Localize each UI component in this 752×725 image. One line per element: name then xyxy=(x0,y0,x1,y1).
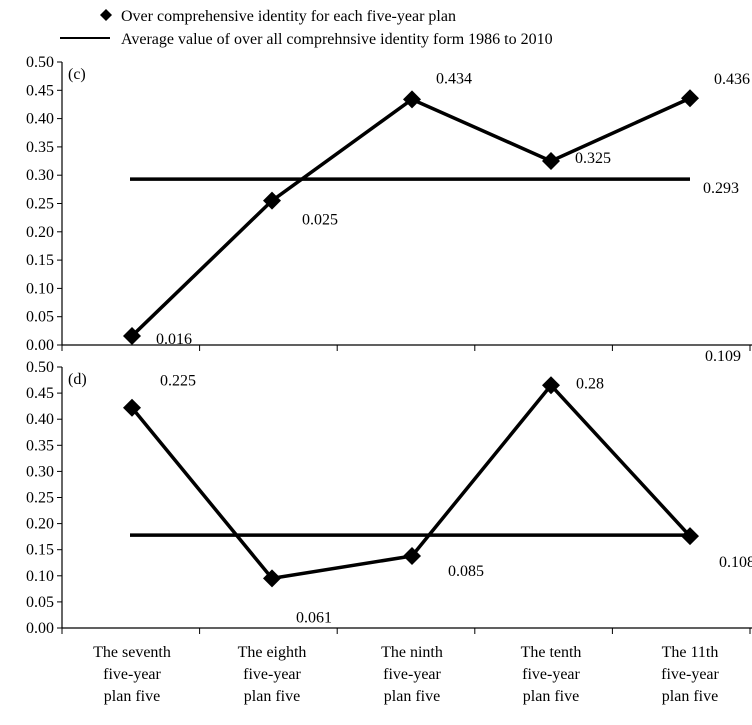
y-tick-label: 0.25 xyxy=(26,490,54,507)
x-category-label-line: plan five xyxy=(104,688,160,705)
x-category-label: The eighth five-year plan five xyxy=(238,644,307,705)
y-tick-label: 0.20 xyxy=(26,224,54,241)
data-point-marker xyxy=(403,546,421,565)
x-category-label-line: plan five xyxy=(662,688,718,705)
x-category-label: The ninth five-year plan five xyxy=(381,644,443,705)
data-label: 0.436 xyxy=(714,71,750,88)
data-label: 0.085 xyxy=(448,563,484,580)
legend-average-label: Average value of over all comprehnsive i… xyxy=(121,31,553,48)
data-point-marker xyxy=(542,376,560,395)
x-category-label-line: The seventh xyxy=(93,644,171,661)
x-category-label-line: five-year xyxy=(383,666,441,683)
data-point-marker xyxy=(263,569,281,588)
data-label: 0.025 xyxy=(302,212,338,229)
data-label: 0.061 xyxy=(296,609,332,626)
y-tick-label: 0.05 xyxy=(26,309,54,326)
x-category-label-line: plan five xyxy=(523,688,579,705)
y-tick-label: 0.15 xyxy=(26,252,54,269)
x-category-label-line: five-year xyxy=(243,666,301,683)
legend: Over comprehensive identity for each fiv… xyxy=(60,8,553,48)
chart-panel-c: 0.00 0.05 0.10 0.15 0.20 0.25 0.30 0.35 0.40 0.45… xyxy=(26,54,752,354)
y-tick-label: 0.00 xyxy=(26,620,54,637)
y-tick-label: 0.05 xyxy=(26,594,54,611)
series-line xyxy=(130,96,691,338)
y-tick-label: 0.50 xyxy=(26,359,54,376)
x-category-label: The tenth five-year plan five xyxy=(521,644,582,705)
y-tick-label: 0.45 xyxy=(26,82,54,99)
y-tick-label: 0.15 xyxy=(26,542,54,559)
x-category-label-line: The tenth xyxy=(521,644,582,661)
data-point-marker xyxy=(681,527,699,546)
data-label: 0.434 xyxy=(436,70,472,87)
x-category-label: The 11th five-year plan five xyxy=(661,644,719,705)
data-label: 0.28 xyxy=(576,375,604,392)
x-category-label-line: The ninth xyxy=(381,644,443,661)
data-point-marker xyxy=(681,89,699,108)
data-point-marker xyxy=(403,90,421,109)
data-point-marker xyxy=(263,191,281,210)
y-tick-label: 0.40 xyxy=(26,411,54,428)
panel-label: (c) xyxy=(68,66,86,83)
average-value-label: 0.293 xyxy=(703,180,739,197)
data-label: 0.108 xyxy=(719,554,752,571)
x-category-label-line: plan five xyxy=(384,688,440,705)
data-label: 0.325 xyxy=(575,150,611,167)
y-tick-label: 0.35 xyxy=(26,437,54,454)
x-category-label-line: five-year xyxy=(522,666,580,683)
data-point-marker xyxy=(542,152,560,171)
y-tick-label: 0.35 xyxy=(26,139,54,156)
y-tick-label: 0.45 xyxy=(26,385,54,402)
y-tick-label: 0.10 xyxy=(26,568,54,585)
y-tick-label: 0.40 xyxy=(26,111,54,128)
chart-panel-d: 0.00 0.05 0.10 0.15 0.20 0.25 0.30 0.35 0.40 0.45… xyxy=(26,348,752,705)
data-point-marker xyxy=(123,398,141,417)
x-category-label: The seventh five-year plan five xyxy=(93,644,171,705)
x-category-label-line: The 11th xyxy=(662,644,719,661)
legend-series-label: Over comprehensive identity for each fiv… xyxy=(121,8,456,25)
data-label: 0.016 xyxy=(156,331,192,348)
x-category-label-line: five-year xyxy=(661,666,719,683)
y-tick-label: 0.20 xyxy=(26,516,54,533)
y-tick-label: 0.30 xyxy=(26,463,54,480)
average-value-label: 0.109 xyxy=(705,348,741,365)
x-category-label-line: plan five xyxy=(244,688,300,705)
y-tick-label: 0.30 xyxy=(26,167,54,184)
data-point-marker xyxy=(123,326,141,345)
panel-label: (d) xyxy=(68,371,87,388)
y-tick-label: 0.25 xyxy=(26,196,54,213)
x-category-label-line: five-year xyxy=(103,666,161,683)
x-category-label-line: The eighth xyxy=(238,644,307,661)
data-label: 0.225 xyxy=(160,373,196,390)
y-tick-label: 0.50 xyxy=(26,54,54,71)
y-tick-label: 0.10 xyxy=(26,280,54,297)
legend-diamond-marker xyxy=(100,9,112,21)
y-tick-label: 0.00 xyxy=(26,337,54,354)
